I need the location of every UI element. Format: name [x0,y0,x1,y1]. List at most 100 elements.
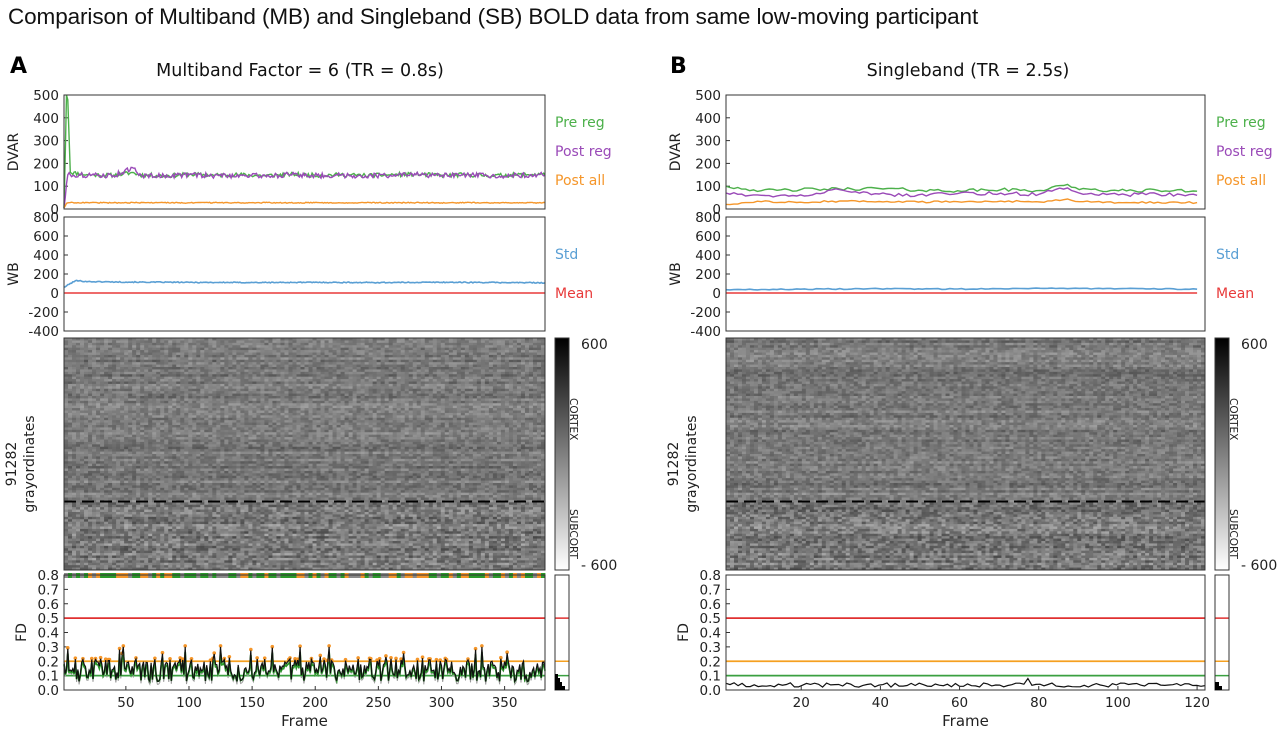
panel-a-heatmap-cell [184,340,188,343]
panel-a-heatmap-cell [204,367,208,370]
panel-a-heatmap-cell [296,372,300,375]
panel-a-heatmap-cell [64,374,68,377]
panel-a-heatmap-cell [240,340,244,343]
panel-a-heatmap-cell [112,348,116,351]
panel-a-heatmap-cell [208,377,212,380]
panel-a-heatmap-cell [188,367,192,370]
panel-a-heatmap-cell [136,377,140,380]
panel-a-heatmap-cell [268,369,272,372]
panel-a-heatmap-cell [72,357,76,360]
panel-a-heatmap-cell [220,374,224,377]
panel-a-heatmap-cell [405,379,409,382]
panel-a-heatmap-cell [296,369,300,372]
panel-a-heatmap-cell [140,377,144,380]
panel-a-heatmap-cell [104,377,108,380]
panel-a-heatmap-cell [481,362,485,365]
panel-a-heatmap-cell [196,343,200,346]
panel-a-heatmap-cell [288,377,292,380]
panel-a-heatmap-cell [272,362,276,365]
panel-a-heatmap-cell [220,367,224,370]
panel-a-heatmap-cell [232,384,236,387]
panel-a-heatmap-cell [160,367,164,370]
panel-a-heatmap-cell [244,382,248,385]
panel-a-heatmap-cell [477,374,481,377]
panel-a-heatmap-cell [84,355,88,358]
panel-a-heatmap-cell [180,353,184,356]
panel-a-heatmap-cell [429,367,433,370]
panel-a-heatmap-cell [292,362,296,365]
panel-a-heatmap-cell [433,384,437,387]
panel-a-heatmap-cell [353,343,357,346]
panel-a-heatmap-cell [381,382,385,385]
panel-a-heatmap-cell [529,362,533,365]
panel-a-heatmap-cell [489,353,493,356]
panel-a-dvar-ytick-label: 100 [33,179,59,195]
panel-a-heatmap-cell [92,374,96,377]
panel-a-heatmap-cell [284,357,288,360]
panel-a-heatmap-cell [489,367,493,370]
panel-a-heatmap-cell [180,369,184,372]
panel-a-heatmap-cell [469,384,473,387]
panel-a-heatmap-cell [313,340,317,343]
panel-a-heatmap-cell [224,372,228,375]
panel-a-heatmap-cell [64,365,68,368]
panel-a-heatmap-cell [212,355,216,358]
panel-a-heatmap-cell [481,372,485,375]
panel-a-dvar-legend-post-reg: Post reg [555,144,612,160]
panel-a-heatmap-cell [180,379,184,382]
panel-a-heatmap-cell [88,367,92,370]
panel-a-heatmap-cell [357,357,361,360]
panel-a-heatmap-cell [461,367,465,370]
panel-a-heatmap-cell [256,372,260,375]
panel-a-heatmap-cell [252,374,256,377]
panel-a-heatmap-cell [337,384,341,387]
panel-a-heatmap-cell [369,369,373,372]
panel-a-heatmap-cell [405,340,409,343]
panel-a-heatmap-cell [505,345,509,348]
panel-a-heatmap-cell [260,377,264,380]
panel-a-heatmap-cell [100,386,104,389]
panel-a-heatmap-cell [140,367,144,370]
panel-a-heatmap-cell [361,360,365,363]
panel-a-heatmap-cell [533,384,537,387]
panel-a-heatmap-cell [152,357,156,360]
panel-a-heatmap-cell [92,365,96,368]
panel-a-heatmap-cell [96,379,100,382]
panel-a-heatmap-cell [425,348,429,351]
panel-a-heatmap-cell [176,360,180,363]
panel-a-heatmap-cell [144,379,148,382]
panel-a-heatmap-cell [104,362,108,365]
panel-a-heatmap-cell [533,343,537,346]
panel-a-heatmap-cell [345,340,349,343]
panel-a-heatmap-cell [252,372,256,375]
panel-a-heatmap-cell [188,340,192,343]
panel-a-heatmap-cell [96,372,100,375]
panel-a-heatmap-cell [445,353,449,356]
panel-a-heatmap-cell [369,340,373,343]
panel-a-heatmap-cell [325,365,329,368]
panel-a-heatmap-cell [88,384,92,387]
panel-a-heatmap-cell [341,353,345,356]
panel-a-heatmap-cell [196,367,200,370]
panel-a-heatmap-cell [401,367,405,370]
panel-a-heatmap-cell [124,372,128,375]
panel-a-heatmap-cell [68,362,72,365]
panel-a-heatmap-cell [244,362,248,365]
panel-a-heatmap-cell [473,382,477,385]
panel-a-heatmap-cell [108,343,112,346]
panel-a-heatmap-cell [80,353,84,356]
panel-a-heatmap-cell [164,357,168,360]
panel-a-heatmap-cell [537,367,541,370]
panel-a-heatmap-cell [236,343,240,346]
panel-a-heatmap-cell [268,374,272,377]
panel-a-heatmap-cell [172,357,176,360]
panel-a-heatmap-cell [140,365,144,368]
panel-a-heatmap-cell [393,372,397,375]
panel-a-heatmap-cell [501,353,505,356]
panel-a-heatmap-cell [313,357,317,360]
panel-a-heatmap-cell [393,379,397,382]
panel-a-heatmap-cell [236,384,240,387]
panel-a-heatmap-cell [497,367,501,370]
panel-a-heatmap-cell [64,379,68,382]
panel-a-heatmap-cell [256,382,260,385]
